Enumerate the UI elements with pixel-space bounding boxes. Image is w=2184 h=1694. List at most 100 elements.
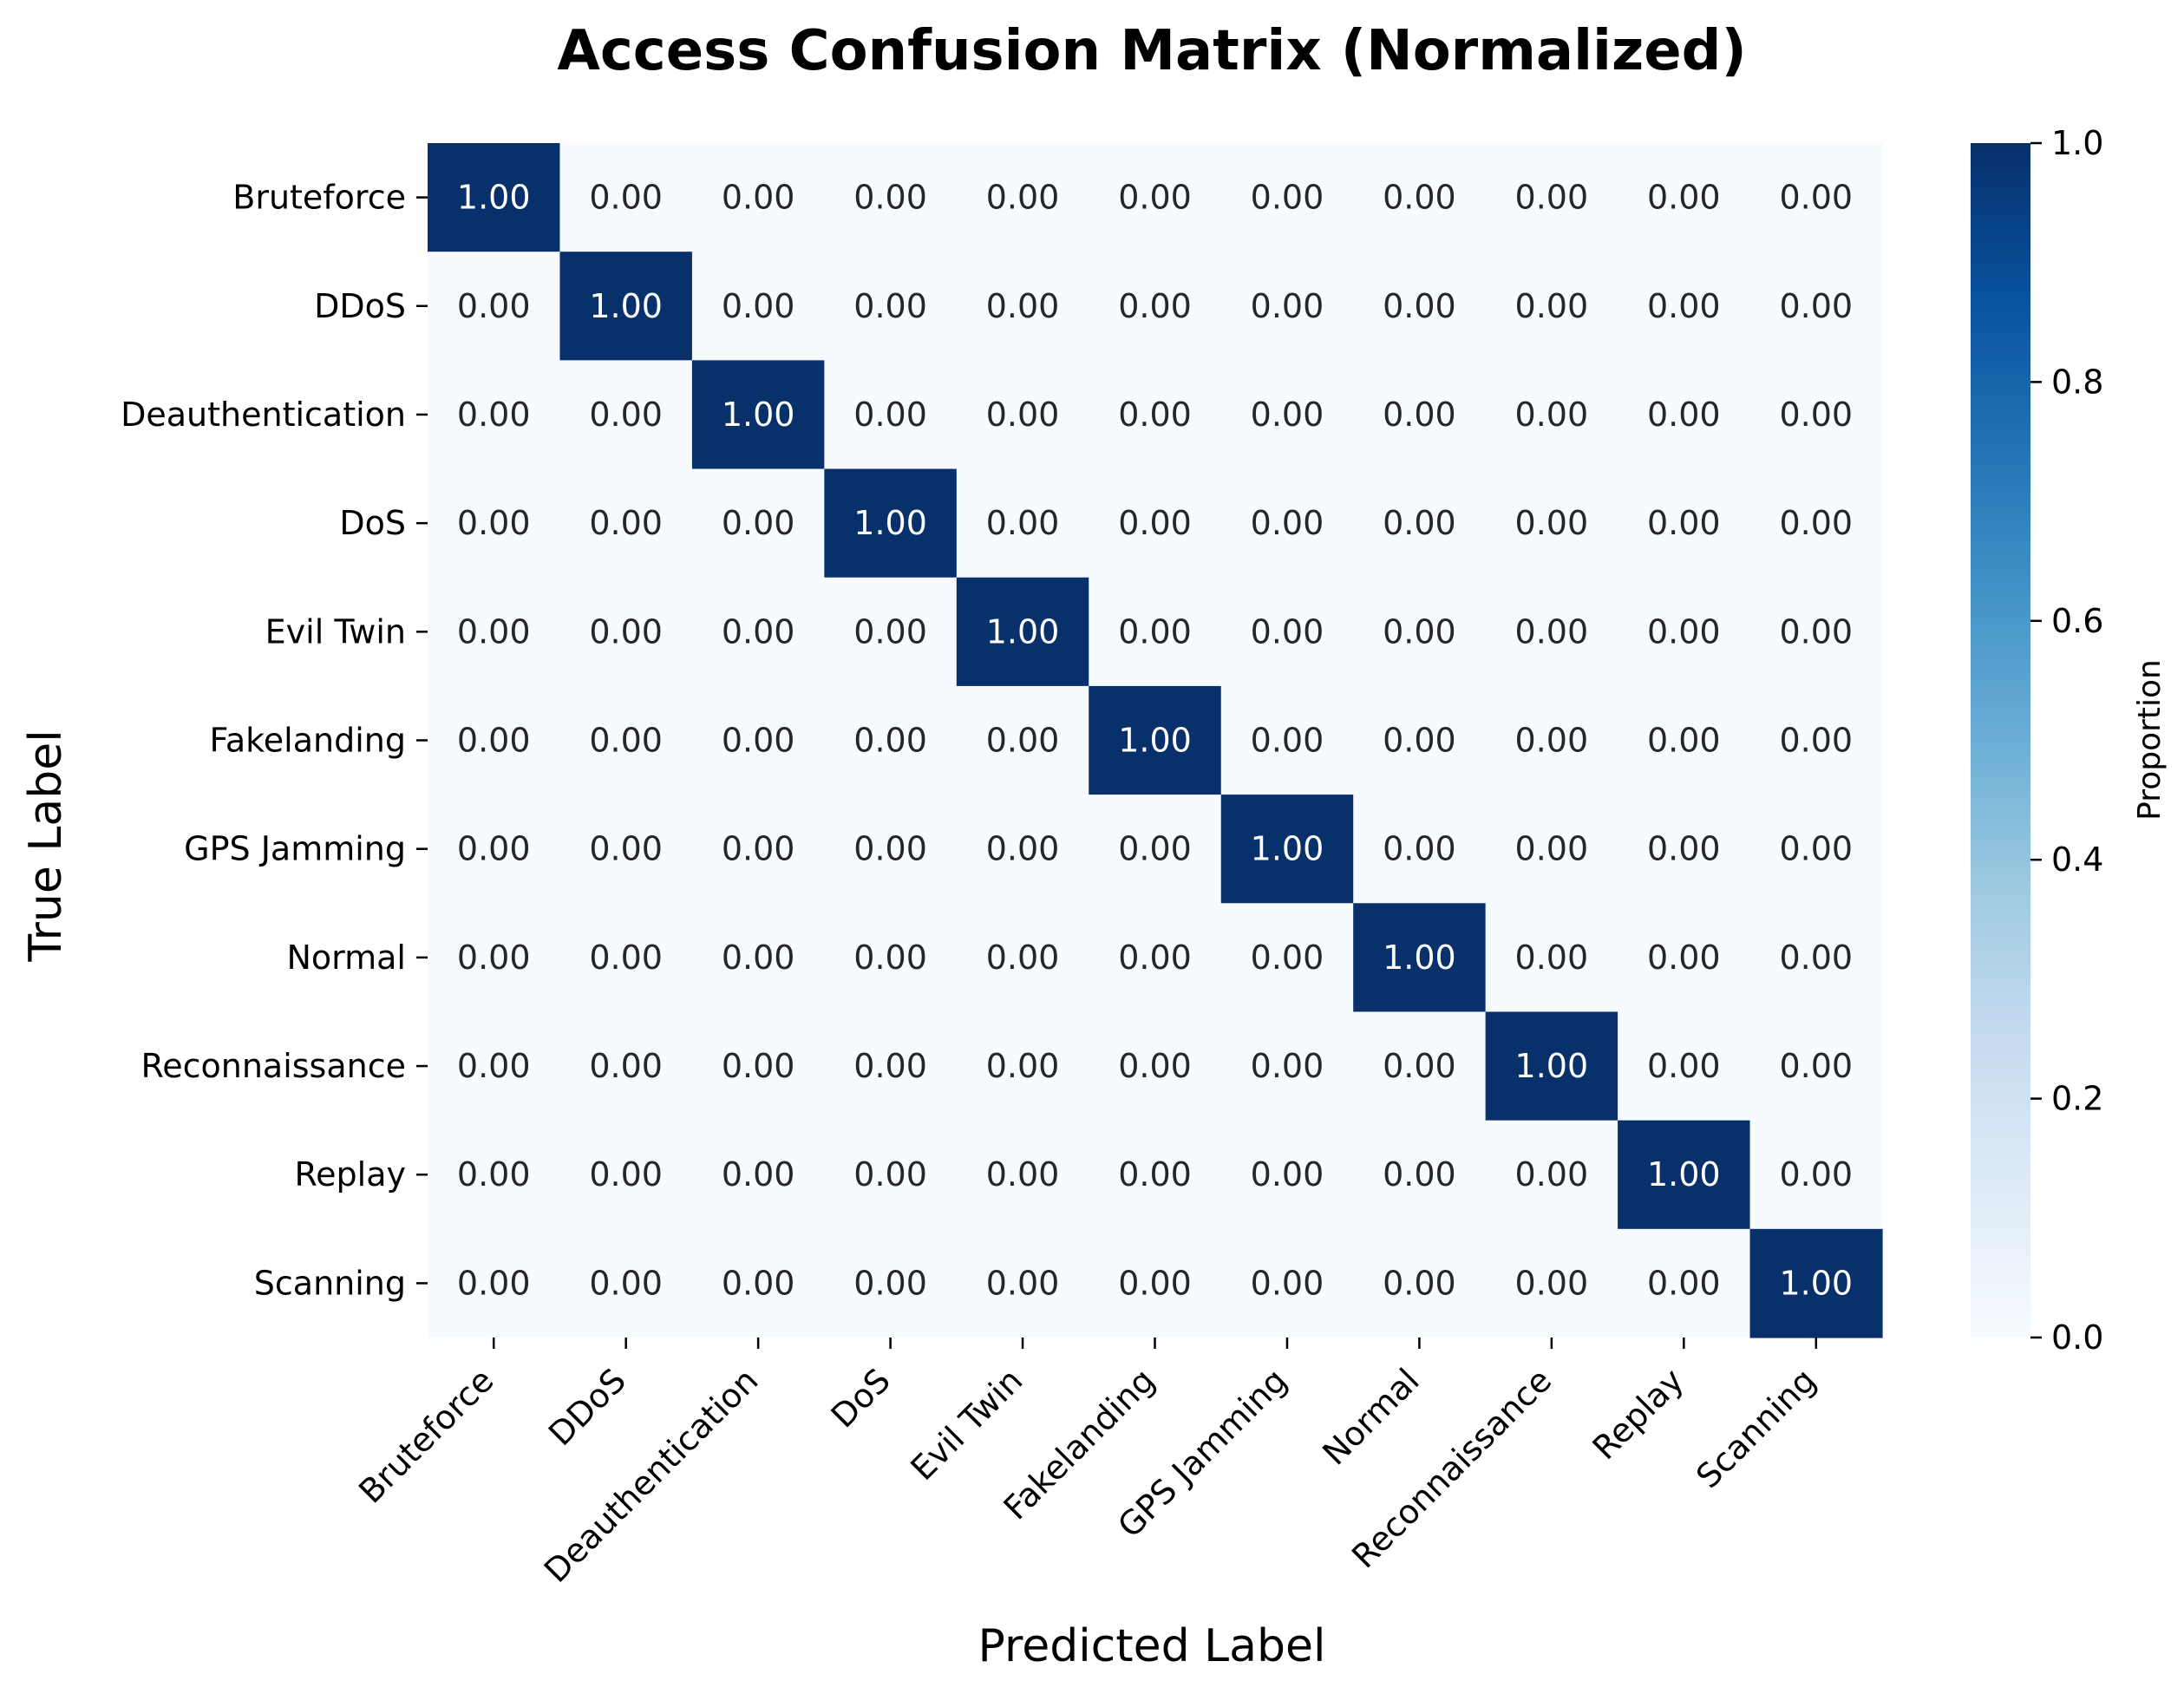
heatmap-cell: [1220, 795, 1354, 904]
cell-value-label: 0.00: [1647, 287, 1721, 325]
y-axis-label: True Label: [20, 729, 72, 962]
cell-value-label: 0.00: [589, 939, 663, 977]
colorbar-tick-label: 0.2: [2051, 1080, 2103, 1118]
cell-value-label: 0.00: [853, 179, 927, 217]
heatmap-cell: [824, 577, 958, 687]
cell-value-label: 0.00: [1118, 287, 1192, 325]
heatmap-cell: [1089, 1011, 1222, 1122]
cell-value-label: 0.00: [853, 287, 927, 325]
cell-value-label: 0.00: [1383, 504, 1456, 542]
heatmap-cell: [1749, 903, 1883, 1013]
heatmap-cell: [1749, 1011, 1883, 1122]
cell-value-label: 0.00: [1779, 504, 1853, 542]
cell-value-label: 0.00: [457, 830, 531, 868]
cell-value-label: 0.00: [722, 179, 795, 217]
cell-value-label: 0.00: [1647, 396, 1721, 434]
heatmap-cell: [1485, 1120, 1618, 1230]
cell-value-label: 0.00: [1251, 1047, 1324, 1085]
heatmap-cell: [559, 903, 693, 1013]
cell-value-label: 0.00: [1515, 287, 1589, 325]
y-tick-label: Replay: [294, 1155, 406, 1194]
cell-value-label: 1.00: [1251, 830, 1324, 868]
cell-value-label: 0.00: [986, 939, 1060, 977]
heatmap-cell: [691, 1011, 825, 1122]
heatmap-cell: [1485, 685, 1618, 795]
colorbar-tick-label: 1.0: [2051, 124, 2103, 162]
cell-value-label: 0.00: [986, 830, 1060, 868]
colorbar-label: Proportion: [2132, 659, 2168, 821]
cell-value-label: 0.00: [1779, 722, 1853, 760]
heatmap-cell: [956, 1120, 1089, 1230]
cell-value-label: 1.00: [1779, 1264, 1853, 1302]
heatmap-cell: [1749, 1120, 1883, 1230]
cell-value-label: 0.00: [1647, 1047, 1721, 1085]
heatmap-cell: [559, 252, 693, 361]
cell-value-label: 0.00: [1383, 1047, 1456, 1085]
heatmap-cell: [1220, 903, 1354, 1013]
cell-value-label: 0.00: [1779, 287, 1853, 325]
cell-value-label: 0.00: [722, 612, 795, 651]
heatmap-cell: [428, 577, 561, 687]
cell-value-label: 1.00: [457, 179, 531, 217]
cell-value-label: 0.00: [1647, 504, 1721, 542]
cell-value-label: 0.00: [1118, 1264, 1192, 1302]
heatmap-cell: [1618, 685, 1751, 795]
heatmap-cell: [1749, 795, 1883, 904]
heatmap-cell: [824, 1011, 958, 1122]
cell-value-label: 0.00: [1118, 1047, 1192, 1085]
cell-value-label: 0.00: [853, 722, 927, 760]
heatmap-cell: [1220, 143, 1354, 252]
cell-value-label: 1.00: [1383, 939, 1456, 977]
heatmap-cell: [1618, 1011, 1751, 1122]
cell-value-label: 0.00: [1251, 612, 1324, 651]
heatmap-cell: [691, 1228, 825, 1338]
heatmap-cell: [1485, 903, 1618, 1013]
cell-value-label: 0.00: [1383, 396, 1456, 434]
heatmap-cell: [1618, 143, 1751, 252]
heatmap-cell: [428, 1120, 561, 1230]
cell-value-label: 0.00: [722, 287, 795, 325]
cell-value-label: 0.00: [589, 1264, 663, 1302]
cell-value-label: 0.00: [589, 612, 663, 651]
heatmap-cell: [1353, 1228, 1487, 1338]
cell-value-label: 0.00: [1647, 179, 1721, 217]
cell-value-label: 0.00: [457, 722, 531, 760]
cell-value-label: 0.00: [1383, 287, 1456, 325]
heatmap-cell: [428, 1228, 561, 1338]
heatmap-cell: [1089, 1228, 1222, 1338]
cell-value-label: 0.00: [457, 1155, 531, 1194]
cell-value-label: 0.00: [1383, 1264, 1456, 1302]
cell-value-label: 0.00: [986, 396, 1060, 434]
cell-value-label: 0.00: [1647, 830, 1721, 868]
chart-title: Access Confusion Matrix (Normalized): [557, 19, 1746, 83]
cell-value-label: 0.00: [589, 179, 663, 217]
heatmap-cell: [559, 1228, 693, 1338]
x-tick-label: Replay: [1586, 1361, 1691, 1467]
heatmap-cell: [1618, 468, 1751, 579]
heatmap-cell: [559, 577, 693, 687]
cell-value-label: 0.00: [1779, 612, 1853, 651]
heatmap-cell: [1485, 1011, 1618, 1122]
y-tick-label: Reconnaissance: [141, 1047, 406, 1085]
x-tick-label: Evil Twin: [904, 1361, 1030, 1488]
heatmap-cell: [1220, 1120, 1354, 1230]
heatmap-cell: [1089, 577, 1222, 687]
cell-value-label: 0.00: [1515, 396, 1589, 434]
heatmap-cell: [428, 903, 561, 1013]
colorbar-gradient: [1971, 143, 2030, 1338]
heatmap-cell: [824, 360, 958, 470]
cell-value-label: 0.00: [986, 287, 1060, 325]
cell-value-label: 0.00: [457, 939, 531, 977]
cell-value-label: 1.00: [589, 287, 663, 325]
heatmap-cell: [559, 143, 693, 252]
heatmap-cell: [691, 252, 825, 361]
cell-value-label: 0.00: [1251, 504, 1324, 542]
cell-value-label: 0.00: [1251, 287, 1324, 325]
colorbar-ticks: 0.0 0.2 0.4 0.6 0.8 1.0: [2030, 124, 2103, 1357]
cell-value-label: 0.00: [986, 722, 1060, 760]
heatmap-cell: [1749, 468, 1883, 579]
cell-value-label: 0.00: [1779, 179, 1853, 217]
cell-value-label: 0.00: [1647, 1264, 1721, 1302]
heatmap-cell: [559, 795, 693, 904]
heatmap-cell: [956, 143, 1089, 252]
